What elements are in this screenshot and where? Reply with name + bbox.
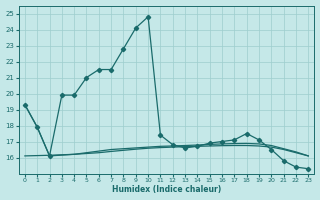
X-axis label: Humidex (Indice chaleur): Humidex (Indice chaleur) [112,185,221,194]
